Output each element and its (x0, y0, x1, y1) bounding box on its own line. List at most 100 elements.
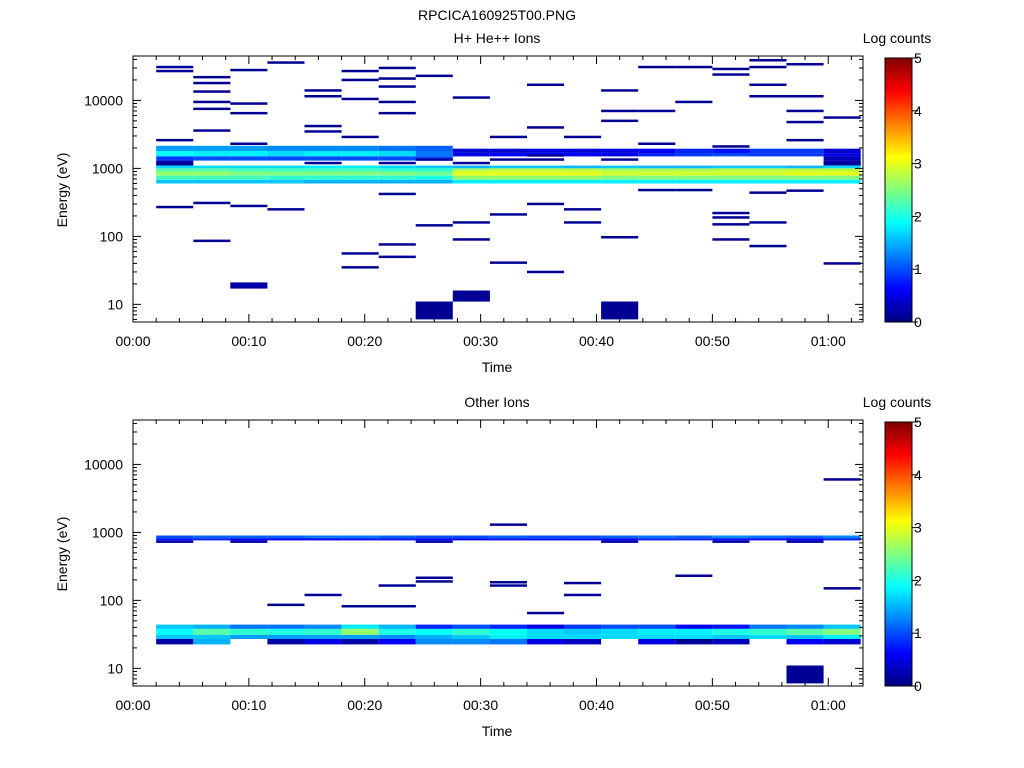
heatmap-cell (267, 151, 305, 157)
heatmap-cell (193, 201, 231, 205)
colorbar-ticks: 0 1 2 3 4 5 (912, 414, 922, 694)
heatmap-cell (341, 156, 379, 161)
heatmap-cell (786, 63, 824, 66)
heatmap-cell (415, 224, 453, 227)
heatmap-cell (230, 111, 268, 115)
heatmap-cell (304, 593, 342, 597)
heatmap-cell (415, 628, 453, 635)
heatmap-cell (489, 179, 527, 184)
heatmap-cell (193, 75, 231, 79)
heatmap-cell (786, 175, 824, 180)
heatmap-cell (304, 171, 342, 176)
heatmap-cell (749, 624, 787, 629)
heatmap-cell (712, 165, 750, 169)
heatmap-cell (415, 540, 453, 543)
heatmap-cell (230, 634, 268, 639)
heatmap-cell (601, 175, 639, 180)
heatmap-cell (527, 179, 565, 184)
heatmap-cell (156, 538, 194, 541)
heatmap-cell (156, 628, 194, 635)
heatmap-cell (786, 120, 824, 124)
heatmap-cell (749, 153, 787, 157)
heatmap-cell (230, 171, 268, 176)
heatmap-cell (638, 538, 676, 541)
heatmap-cell (156, 138, 194, 142)
heatmap-cell (675, 153, 713, 157)
heatmap-cell (378, 100, 416, 104)
heatmap-cell (786, 179, 824, 184)
heatmap-cell (341, 624, 379, 629)
heatmap-cell (230, 165, 268, 169)
heatmap-cell (527, 624, 565, 629)
heatmap-cell (527, 171, 565, 176)
heatmap-cell (267, 603, 305, 607)
heatmap-cell (749, 628, 787, 635)
colorbar-tick-label: 3 (914, 520, 922, 536)
heatmap-cell (341, 179, 379, 184)
heatmap-cell (786, 171, 824, 176)
heatmap-cell (527, 628, 565, 635)
x-tick-label: 00:30 (463, 333, 498, 349)
heatmap-cell (193, 175, 231, 180)
figure-title: RPCICA160925T00.PNG (418, 7, 576, 23)
heatmap-cell (823, 165, 861, 169)
heatmap-cell (452, 290, 490, 302)
heatmap-cell (378, 255, 416, 259)
heatmap-cell (489, 634, 527, 639)
heatmap-cell (823, 538, 861, 541)
heatmap-cell (304, 624, 342, 629)
heatmap-cell (638, 109, 676, 113)
heatmap-cell (675, 168, 713, 172)
heatmap-cell (786, 138, 824, 142)
heatmap-cell (230, 179, 268, 184)
heatmap-cell (675, 65, 713, 69)
heatmap-cell (601, 236, 639, 239)
heatmap-cell (452, 179, 490, 184)
heatmap-cell (267, 171, 305, 176)
heatmap-cell (749, 171, 787, 176)
heatmap-cell (675, 179, 713, 184)
heatmap-cell (601, 628, 639, 635)
heatmap-cell (489, 165, 527, 169)
heatmap-cell (341, 171, 379, 176)
heatmap-cell (304, 145, 342, 151)
heatmap-cell (638, 179, 676, 184)
heatmap-cell (341, 634, 379, 639)
heatmap-cell (527, 270, 565, 274)
heatmap-cell (378, 628, 416, 635)
heatmap-cell (638, 171, 676, 176)
heatmap-cell (230, 282, 268, 289)
heatmap-cell (489, 135, 527, 139)
heatmap-cell (415, 175, 453, 180)
heatmap-cell (267, 538, 305, 541)
heatmap-cell (341, 165, 379, 169)
heatmap-cell (415, 538, 453, 541)
heatmap-cell (378, 192, 416, 196)
heatmap-cell (378, 145, 416, 151)
heatmap-cell (638, 175, 676, 180)
heatmap-cell (452, 628, 490, 635)
heatmap-cell (564, 538, 602, 541)
heatmap-cell (638, 142, 676, 145)
colorbar-tick-label: 1 (914, 625, 922, 641)
heatmap-cell (267, 145, 305, 151)
heatmap-cell (489, 152, 527, 157)
heatmap-cell (489, 175, 527, 180)
heatmap-cell (452, 175, 490, 180)
heatmap-cell (601, 168, 639, 172)
heatmap-cell (601, 171, 639, 176)
heatmap-cell (527, 611, 565, 615)
y-tick-label: 10000 (84, 92, 123, 108)
heatmap-cell (786, 628, 824, 635)
y-tick-label: 100 (100, 228, 124, 244)
colorbar-tick-label: 4 (914, 103, 922, 119)
heatmap-cell (749, 65, 787, 69)
heatmap-cell (378, 639, 416, 645)
heatmap-cell (527, 154, 565, 157)
heatmap-cell (564, 175, 602, 180)
heatmap-cell (452, 221, 490, 224)
heatmap-cell (564, 624, 602, 629)
heatmap-cell (712, 67, 750, 71)
heatmap-cell (527, 202, 565, 206)
